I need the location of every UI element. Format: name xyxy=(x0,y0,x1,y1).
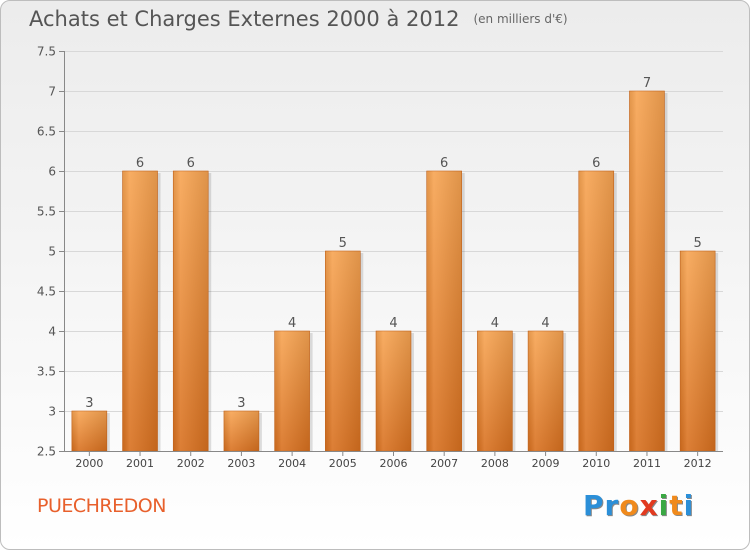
chart-title: Achats et Charges Externes 2000 à 2012 (e… xyxy=(29,7,568,31)
bar-shade xyxy=(173,171,209,451)
logo-letter: i xyxy=(683,489,695,522)
bar-value-label: 3 xyxy=(85,396,93,411)
y-tick-label: 7.5 xyxy=(37,45,56,59)
chart-subtitle: (en milliers d'€) xyxy=(473,12,568,26)
x-tick-label: 2006 xyxy=(380,457,408,470)
bar-value-label: 4 xyxy=(288,316,296,331)
y-tick-label: 4 xyxy=(48,325,56,339)
bar-value-label: 4 xyxy=(541,316,549,331)
bar-shade xyxy=(274,331,310,451)
bar-value-label: 6 xyxy=(592,156,600,171)
x-tick-label: 2000 xyxy=(75,457,103,470)
logo-letter: o xyxy=(619,489,640,522)
logo-letter: r xyxy=(604,489,620,522)
bar-shade xyxy=(680,251,716,451)
bar-value-label: 6 xyxy=(440,156,448,171)
y-tick-label: 7 xyxy=(48,85,56,99)
bars: 3 6 6 3 4 5 4 6 4 4 6 7 5 xyxy=(71,76,719,452)
x-tick-label: 2003 xyxy=(227,457,255,470)
bar-value-label: 4 xyxy=(491,316,499,331)
proxiti-logo: Proxiti xyxy=(583,489,694,522)
x-axis-labels: 2000 2001 2002 2003 2004 2005 2006 2007 2008 2009… xyxy=(75,451,712,470)
y-tick-label: 2.5 xyxy=(37,445,56,459)
bar-value-label: 4 xyxy=(389,316,397,331)
logo-letter: i xyxy=(658,489,670,522)
bar-shade xyxy=(578,171,614,451)
x-tick-label: 2002 xyxy=(177,457,205,470)
logo-letter: x xyxy=(639,489,659,522)
y-axis-ticks: 2.5 3 3.5 4 4.5 5 5.5 6 6.5 7 7.5 xyxy=(37,45,64,459)
logo-letter: t xyxy=(669,489,684,522)
x-tick-label: 2001 xyxy=(126,457,154,470)
bar-shade xyxy=(223,411,259,451)
y-tick-label: 3 xyxy=(48,405,56,419)
bar-shade xyxy=(71,411,107,451)
commune-name: PUECHREDON xyxy=(37,495,166,517)
bar-shade xyxy=(426,171,462,451)
bar-shade xyxy=(325,251,361,451)
x-tick-label: 2005 xyxy=(329,457,357,470)
bar-shade xyxy=(528,331,564,451)
x-tick-label: 2004 xyxy=(278,457,306,470)
bar-shade xyxy=(122,171,158,451)
y-tick-label: 4.5 xyxy=(37,285,56,299)
x-tick-label: 2007 xyxy=(430,457,458,470)
bar-value-label: 5 xyxy=(339,236,347,251)
x-tick-label: 2010 xyxy=(582,457,610,470)
bar-shade xyxy=(477,331,513,451)
bar-value-label: 6 xyxy=(187,156,195,171)
y-tick-label: 5 xyxy=(48,245,56,259)
y-tick-label: 6.5 xyxy=(37,125,56,139)
logo-letter: P xyxy=(583,489,605,522)
y-tick-label: 5.5 xyxy=(37,205,56,219)
x-tick-label: 2011 xyxy=(633,457,661,470)
bar-value-label: 7 xyxy=(643,76,651,91)
y-tick-label: 6 xyxy=(48,165,56,179)
title-text: Achats et Charges Externes 2000 à 2012 xyxy=(29,7,460,31)
bar-shade xyxy=(629,91,665,451)
x-tick-label: 2012 xyxy=(684,457,712,470)
x-tick-label: 2008 xyxy=(481,457,509,470)
bar-value-label: 3 xyxy=(237,396,245,411)
bar-value-label: 5 xyxy=(694,236,702,251)
x-tick-label: 2009 xyxy=(532,457,560,470)
bar-shade xyxy=(376,331,411,451)
bar-value-label: 6 xyxy=(136,156,144,171)
y-tick-label: 3.5 xyxy=(37,365,56,379)
